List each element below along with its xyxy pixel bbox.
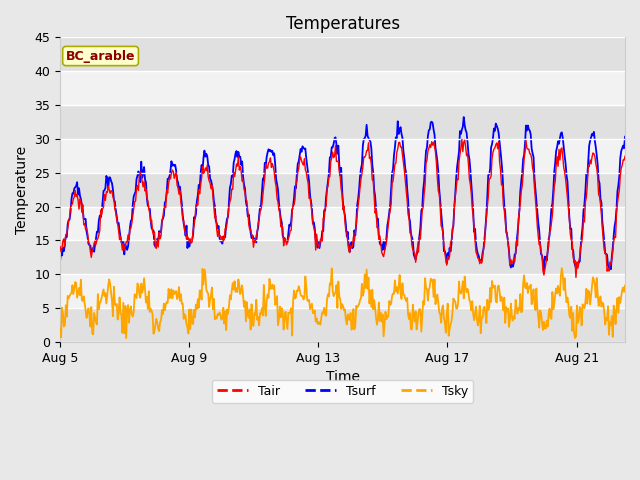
Bar bbox=[60, 274, 625, 308]
Bar bbox=[60, 308, 625, 342]
Bar bbox=[60, 71, 625, 105]
Y-axis label: Temperature: Temperature bbox=[15, 145, 29, 234]
Bar bbox=[60, 240, 625, 274]
Bar bbox=[60, 37, 625, 71]
Bar bbox=[60, 105, 625, 139]
X-axis label: Time: Time bbox=[326, 370, 360, 384]
Title: Temperatures: Temperatures bbox=[285, 15, 399, 33]
Text: BC_arable: BC_arable bbox=[66, 49, 135, 62]
Bar bbox=[60, 173, 625, 206]
Bar bbox=[60, 139, 625, 173]
Legend: Tair, Tsurf, Tsky: Tair, Tsurf, Tsky bbox=[212, 380, 474, 403]
Bar bbox=[60, 206, 625, 240]
